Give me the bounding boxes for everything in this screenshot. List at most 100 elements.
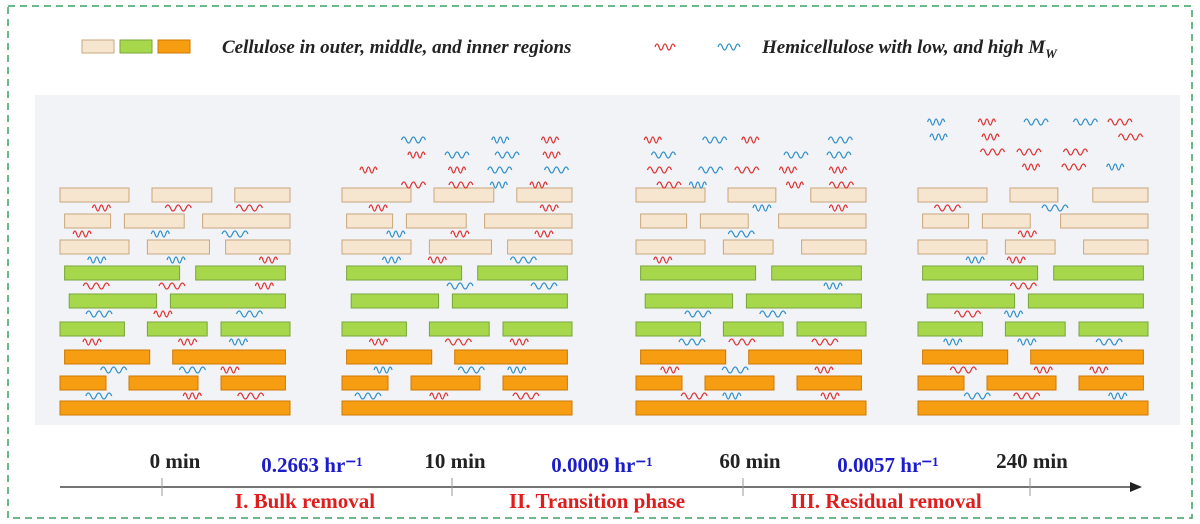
- cellulose-bar: [917, 187, 988, 203]
- hemicellulose: [509, 338, 529, 346]
- hemicellulose: [783, 151, 809, 159]
- hemicellulose: [929, 133, 948, 141]
- legend: Cellulose in outer, middle, and inner re…: [81, 37, 1058, 61]
- hemicellulose: [814, 366, 834, 374]
- cellulose-bar: [635, 321, 701, 337]
- hemicellulose: [722, 392, 742, 400]
- hemicellulose: [489, 181, 508, 189]
- hemicellulose: [680, 392, 708, 400]
- hemicellulose: [734, 166, 760, 174]
- cellulose-bar: [128, 375, 199, 391]
- hemicellulose: [698, 166, 724, 174]
- time-label: 60 min: [719, 449, 781, 473]
- legend-label: Cellulose in outer, middle, and inner re…: [222, 37, 571, 58]
- hemicellulose: [166, 256, 186, 264]
- cellulose-bar: [64, 265, 181, 281]
- hemicellulose: [373, 366, 393, 374]
- cellulose-bar: [64, 349, 151, 365]
- hemicellulose: [178, 366, 206, 374]
- panel-background: [35, 95, 1180, 425]
- time-label: 10 min: [424, 449, 486, 473]
- cellulose-bar: [1078, 375, 1144, 391]
- hemicellulose: [258, 256, 278, 264]
- cellulose-bar: [146, 321, 208, 337]
- cellulose-bar: [986, 375, 1057, 391]
- cellulose-bar: [981, 213, 1031, 229]
- hemicellulose: [827, 136, 853, 144]
- hemicellulose: [368, 204, 388, 212]
- hemicellulose: [444, 151, 470, 159]
- cellulose-bar: [796, 375, 862, 391]
- hemicellulose: [646, 166, 673, 174]
- cellulose-bar: [917, 375, 965, 391]
- cellulose-bar: [1009, 187, 1059, 203]
- hemicellulose: [158, 282, 186, 290]
- frame: [7, 5, 1193, 519]
- hemicellulose: [457, 366, 485, 374]
- cellulose-bar: [146, 239, 210, 255]
- cellulose-bar: [917, 321, 983, 337]
- cellulose-bar: [1004, 239, 1056, 255]
- hemicellulose: [1009, 282, 1037, 290]
- cellulose-bar: [704, 375, 775, 391]
- cellulose-bar: [451, 293, 568, 309]
- hemicellulose: [721, 366, 749, 374]
- cellulose-bar: [922, 265, 1039, 281]
- hemicellulose: [82, 282, 110, 290]
- cellulose-bar: [727, 187, 777, 203]
- hemicellulose: [653, 256, 673, 264]
- hemicellulose: [977, 118, 996, 126]
- cellulose-bar: [1030, 349, 1144, 365]
- panel: [341, 136, 573, 416]
- cellulose-bar: [640, 349, 727, 365]
- legend-subscript: W: [1045, 46, 1058, 61]
- cellulose-bar: [640, 213, 688, 229]
- hemicellulose: [85, 310, 113, 318]
- hemicellulose: [400, 181, 427, 189]
- cellulose-bar: [635, 239, 706, 255]
- cellulose-bar: [346, 213, 394, 229]
- cellulose-bar: [635, 375, 683, 391]
- panel: [917, 118, 1149, 416]
- hemicellulose: [427, 256, 447, 264]
- hemicellulose: [741, 136, 760, 144]
- cellulose-bar: [341, 239, 412, 255]
- cellulose-bar: [341, 321, 407, 337]
- cellulose-bar: [1078, 321, 1149, 337]
- hemicellulose: [539, 204, 559, 212]
- cellulose-bar: [771, 265, 862, 281]
- hemicellulose: [643, 136, 662, 144]
- cellulose-bar: [405, 213, 467, 229]
- hemicellulose: [429, 392, 449, 400]
- hemicellulose: [446, 282, 474, 290]
- hemicellulose: [1108, 392, 1128, 400]
- panel: [635, 136, 867, 416]
- hemicellulose: [448, 181, 474, 189]
- cellulose-bar: [635, 187, 706, 203]
- hemicellulose: [359, 166, 378, 174]
- hemicellulose: [727, 230, 755, 238]
- cellulose-bar: [778, 213, 867, 229]
- cellulose-bar: [644, 293, 734, 309]
- cellulose-bar: [926, 293, 1016, 309]
- hemicellulose: [717, 43, 741, 51]
- panel: [59, 187, 291, 416]
- cellulose-bar: [796, 321, 867, 337]
- hemicellulose: [752, 204, 772, 212]
- hemicellulose: [963, 392, 991, 400]
- cellulose-bar: [151, 187, 213, 203]
- hemicellulose: [1021, 163, 1041, 171]
- hemicellulose: [507, 366, 527, 374]
- legend-label: Hemicellulose with low, and high MW: [761, 37, 1058, 61]
- cellulose-bar: [810, 187, 867, 203]
- cellulose-bar: [428, 321, 490, 337]
- timeline: 0 min 10 min 60 min 240 min 0.2663 hr⁻¹ …: [60, 449, 1142, 513]
- hemicellulose: [534, 230, 554, 238]
- hemicellulose: [1095, 338, 1123, 346]
- cellulose-bar: [722, 239, 774, 255]
- hemicellulose: [368, 338, 389, 346]
- hemicellulose: [400, 136, 426, 144]
- hemicellulose: [656, 181, 682, 189]
- hemicellulose: [965, 256, 985, 264]
- hemicellulose: [979, 148, 1006, 156]
